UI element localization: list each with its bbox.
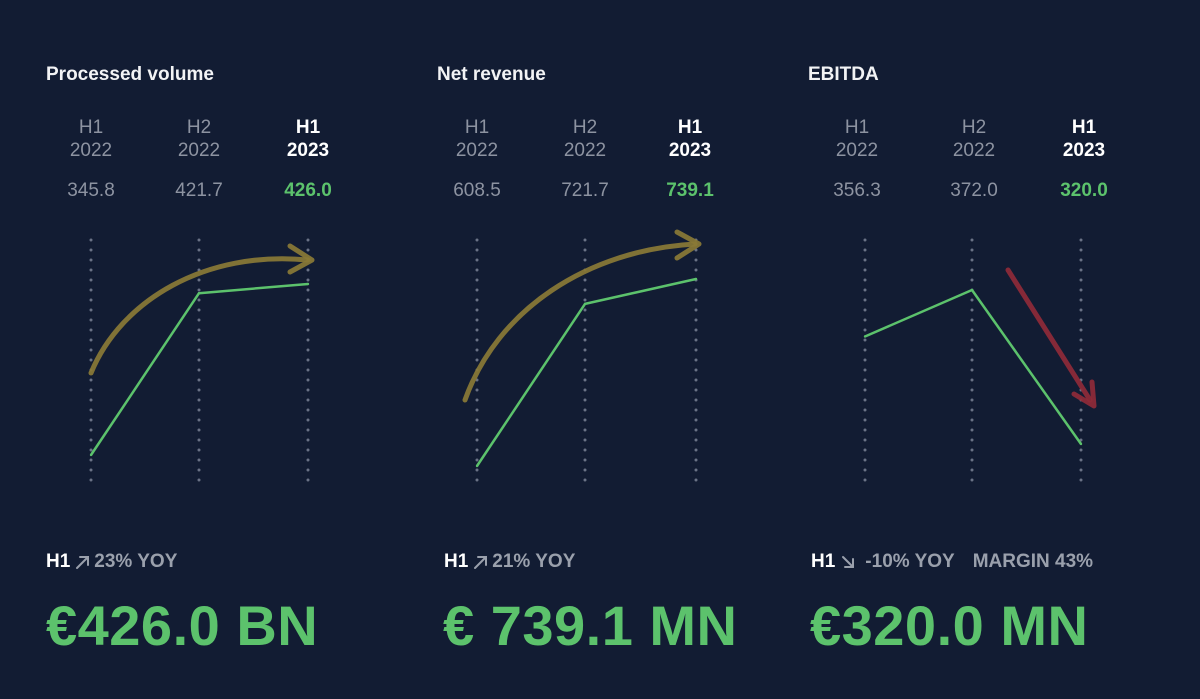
period-year: 2022 [563,140,607,161]
trend-arrow-head [1071,379,1097,409]
panel-ebitda: EBITDA H1 2022 356.3 H2 2022 372.0 H1 20… [808,0,1168,699]
trend-arrow [462,241,698,403]
yoy-change: 23% YOY [94,551,178,572]
period-year: 2023 [668,140,712,161]
period-column: H2 2022 421.7 [144,116,254,202]
line-chart-processed-volume [88,238,315,484]
period-value: 356.3 [833,180,881,201]
period-year: 2022 [952,140,996,161]
period-column-current: H1 2023 739.1 [635,116,745,202]
panel-title: EBITDA [808,64,879,85]
period-half: H2 [572,117,598,138]
data-point-3 [694,277,698,281]
trend-arrow-head [287,243,315,275]
period-half: H1 [78,117,104,138]
panel-title: Net revenue [437,64,546,85]
data-point-1 [475,464,479,468]
arrow-down-right-icon [842,556,855,568]
headline-value: €320.0 MN [810,594,1089,657]
arrow-up-right-icon [76,556,90,569]
trend-arrow [88,256,311,376]
period-value: 345.8 [67,180,115,201]
period-value: 320.0 [1060,180,1108,201]
period-half: H2 [961,117,987,138]
yoy-summary: H1 23% YOY [46,551,177,573]
period-column-current: H1 2023 320.0 [1029,116,1139,202]
period-half: H1 [1071,117,1097,138]
panel-net-revenue: Net revenue H1 2022 608.5 H2 2022 721.7 … [437,0,767,699]
margin-label: MARGIN 43% [972,551,1094,572]
period-column: H1 2022 608.5 [422,116,532,202]
trend-arrow [1005,267,1093,403]
period-column: H1 2022 345.8 [36,116,146,202]
line-chart-ebitda [863,238,1097,484]
period-half: H1 [295,117,321,138]
period-column: H2 2022 721.7 [530,116,640,202]
panel-title: Processed volume [46,64,214,85]
period-column: H1 2022 356.3 [802,116,912,202]
period-year: 2022 [69,140,113,161]
headline-value: €426.0 BN [46,594,319,657]
period-value: 739.1 [666,180,714,201]
period-value: 421.7 [175,180,223,201]
yoy-period: H1 [811,551,836,572]
data-point-3 [1079,442,1083,446]
data-point-3 [306,282,310,286]
period-half: H2 [186,117,212,138]
period-value: 608.5 [453,180,501,201]
yoy-change: 21% YOY [492,551,576,572]
line-chart-net-revenue [462,229,702,484]
period-year: 2022 [177,140,221,161]
yoy-summary: H1 -10% YOY MARGIN 43% [811,551,1093,573]
data-point-2 [583,302,587,306]
data-point-2 [197,292,201,295]
period-year: 2022 [835,140,879,161]
data-point-1 [863,335,867,338]
period-half: H1 [677,117,703,138]
data-point-2 [970,288,974,292]
period-column: H2 2022 372.0 [919,116,1029,202]
yoy-summary: H1 21% YOY [444,551,575,573]
period-year: 2022 [455,140,499,161]
yoy-period: H1 [444,551,469,572]
arrow-up-right-icon [474,556,488,569]
period-half: H1 [464,117,490,138]
period-value: 426.0 [284,180,332,201]
series-line [475,277,697,467]
period-value: 721.7 [561,180,609,201]
period-year: 2023 [286,140,330,161]
panel-processed-volume: Processed volume H1 2022 345.8 H2 2022 4… [46,0,376,699]
period-year: 2023 [1062,140,1106,161]
yoy-change: -10% YOY [865,551,955,572]
period-half: H1 [844,117,870,138]
yoy-period: H1 [46,551,71,572]
period-column-current: H1 2023 426.0 [253,116,363,202]
trend-arrow-head [674,229,702,261]
data-point-1 [89,453,93,457]
headline-value: € 739.1 MN [443,594,738,657]
period-value: 372.0 [950,180,998,201]
